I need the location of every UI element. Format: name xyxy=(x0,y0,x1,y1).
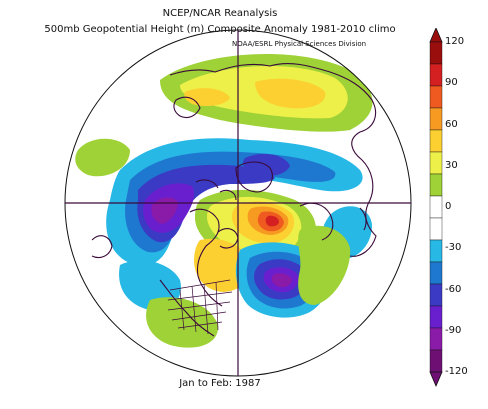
colorbar-band xyxy=(429,107,443,131)
colorbar-band xyxy=(429,151,443,175)
colorbar-band xyxy=(429,261,443,285)
coastline-north-america-west xyxy=(159,279,215,337)
coastline-scandinavia xyxy=(173,96,201,119)
coastline-canada xyxy=(189,208,223,307)
anomaly-region-pacific-green xyxy=(298,225,351,305)
colorbar-tick-label: 30 xyxy=(445,159,458,171)
anomaly-region-siberia-yellow xyxy=(255,78,326,109)
colorbar-tick-label: 120 xyxy=(445,36,465,47)
colorbar-bands xyxy=(429,41,443,373)
coastline-hudson-bay xyxy=(217,228,239,249)
colorbar-tick-label: 60 xyxy=(445,118,458,130)
coastline-europe-west xyxy=(91,235,113,259)
coastline-alaska xyxy=(299,202,334,241)
colorbar-band xyxy=(429,173,443,197)
colorbar-band xyxy=(429,327,443,351)
anomaly-region-west-green xyxy=(75,138,130,177)
colorbar-band xyxy=(429,63,443,87)
colorbar-band xyxy=(429,239,443,263)
colorbar-band xyxy=(429,217,443,241)
anomaly-region-central-deepred xyxy=(265,215,279,227)
anomaly-field xyxy=(75,53,373,348)
colorbar-band xyxy=(429,129,443,153)
anomaly-region-atlantic-purple xyxy=(271,273,292,288)
source-label: NOAA/ESRL Physical Sciences Division xyxy=(232,40,367,48)
colorbar-top-arrow xyxy=(429,28,443,43)
chart-subtitle: 500mb Geopotential Height (m) Composite … xyxy=(44,24,396,35)
colorbar-band xyxy=(429,305,443,329)
coastline-japan xyxy=(359,207,367,231)
coastline-greenland xyxy=(235,161,273,193)
anomaly-region-southwest-green xyxy=(146,297,219,348)
colorbar xyxy=(429,28,443,388)
colorbar-band xyxy=(429,41,443,65)
colorbar-tick-label: -30 xyxy=(445,242,462,254)
colorbar-band xyxy=(429,349,443,373)
colorbar-band xyxy=(429,85,443,109)
colorbar-tick-label: -120 xyxy=(445,366,468,377)
anomaly-region-arctic-purple xyxy=(151,197,178,224)
chart-title: NCEP/NCAR Reanalysis xyxy=(162,8,278,19)
colorbar-band xyxy=(429,283,443,307)
colorbar-tick-label: -60 xyxy=(445,283,462,295)
period-label: Jan to Feb: 1987 xyxy=(179,378,261,389)
state-border-lines xyxy=(167,279,233,335)
coastlines xyxy=(91,63,377,337)
state-borders xyxy=(167,279,233,335)
colorbar-tick-label: -90 xyxy=(445,324,462,336)
colorbar-tick-label: 90 xyxy=(445,77,458,89)
colorbar-tick-label: 0 xyxy=(445,201,452,212)
polar-map xyxy=(64,29,412,377)
coastline-arctic-islands xyxy=(195,179,237,201)
colorbar-band xyxy=(429,195,443,219)
colorbar-bottom-arrow xyxy=(429,371,443,388)
anomaly-region-america-yellow xyxy=(194,238,251,292)
